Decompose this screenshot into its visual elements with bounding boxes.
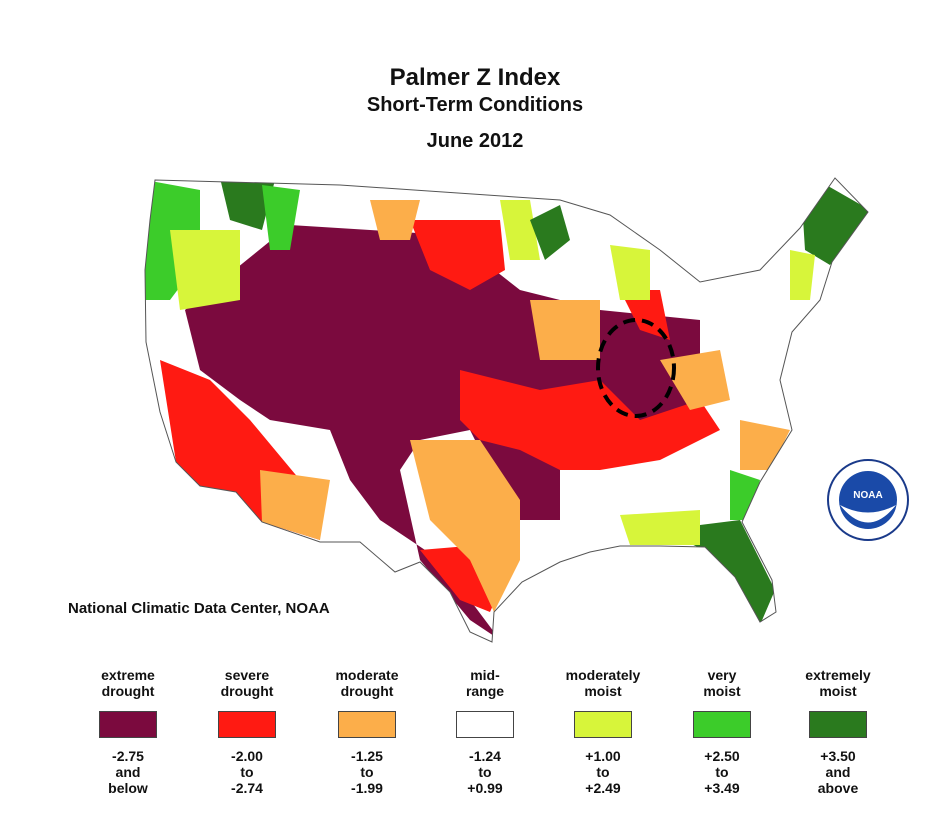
- legend-range-line: +3.50: [820, 748, 856, 764]
- legend-range-line: -2.75: [112, 748, 144, 764]
- legend-swatch: [574, 711, 632, 738]
- legend-range-line: and: [825, 764, 851, 780]
- legend-range-line: +3.49: [704, 780, 740, 796]
- legend-range: +2.50 to +3.49: [667, 748, 777, 796]
- us-outline: [144, 177, 869, 643]
- legend-range: -2.00 to -2.74: [192, 748, 302, 796]
- highlight-circle: [596, 318, 676, 418]
- legend-range-line: and: [115, 764, 141, 780]
- legend-swatch: [693, 711, 751, 738]
- legend-range-line: -1.25: [351, 748, 383, 764]
- title: Palmer Z Index: [389, 64, 561, 91]
- legend-label: moderate drought: [312, 667, 422, 699]
- legend-swatch: [99, 711, 157, 738]
- legend-item: extreme drought -2.75 and below: [73, 667, 183, 796]
- legend-label-line: extreme: [101, 667, 155, 683]
- legend-item: moderate drought -1.25 to -1.99: [312, 667, 422, 796]
- legend-label-line: severe: [224, 667, 270, 683]
- legend-label: severe drought: [192, 667, 302, 699]
- legend-range: +3.50 and above: [783, 748, 893, 796]
- legend-label: moderately moist: [548, 667, 658, 699]
- legend-range: -2.75 and below: [73, 748, 183, 796]
- legend-range-line: -1.99: [351, 780, 383, 796]
- legend-range: -1.25 to -1.99: [312, 748, 422, 796]
- subtitle: Short-Term Conditions: [366, 94, 584, 116]
- legend-item: severe drought -2.00 to -2.74: [192, 667, 302, 796]
- legend-label-line: drought: [340, 683, 394, 699]
- legend-range-line: to: [240, 764, 254, 780]
- legend-range-line: +1.00: [585, 748, 621, 764]
- legend-swatch: [809, 711, 867, 738]
- credit: National Climatic Data Center, NOAA: [68, 600, 330, 617]
- legend-range-line: -1.24: [469, 748, 501, 764]
- legend-range-line: to: [360, 764, 374, 780]
- legend-range-line: +2.50: [704, 748, 740, 764]
- noaa-logo: NOAA: [827, 459, 909, 541]
- legend-label-line: mid-: [470, 667, 500, 683]
- legend-range: +1.00 to +2.49: [548, 748, 658, 796]
- legend-label-line: range: [465, 683, 505, 699]
- legend-swatch: [338, 711, 396, 738]
- legend-label: extreme drought: [73, 667, 183, 699]
- legend-range-line: below: [108, 780, 148, 796]
- legend-label: extremely moist: [783, 667, 893, 699]
- legend-label-line: drought: [220, 683, 274, 699]
- legend-range-line: to: [478, 764, 492, 780]
- legend-range: -1.24 to +0.99: [430, 748, 540, 796]
- logo-text: NOAA: [853, 490, 882, 501]
- legend-label-line: extremely: [805, 667, 871, 683]
- legend-item: very moist +2.50 to +3.49: [667, 667, 777, 796]
- legend-range-line: -2.74: [231, 780, 263, 796]
- legend-label: mid-range: [430, 667, 540, 699]
- legend-range-line: +2.49: [585, 780, 621, 796]
- legend-item: extremely moist +3.50 and above: [783, 667, 893, 796]
- legend-swatch: [218, 711, 276, 738]
- legend-label: very moist: [667, 667, 777, 699]
- legend-label-line: moist: [819, 683, 857, 699]
- legend-label-line: moderate: [335, 667, 399, 683]
- legend-label-line: moist: [703, 683, 741, 699]
- map-regions: [145, 178, 868, 642]
- legend-item: mid-range -1.24 to +0.99: [430, 667, 540, 796]
- legend-range-line: above: [817, 780, 859, 796]
- legend-range-line: to: [715, 764, 729, 780]
- legend-item: moderately moist +1.00 to +2.49: [548, 667, 658, 796]
- legend-range-line: to: [596, 764, 610, 780]
- legend-label-line: drought: [101, 683, 155, 699]
- date: June 2012: [426, 130, 524, 152]
- legend-label-line: moist: [584, 683, 622, 699]
- legend-range-line: -2.00: [231, 748, 263, 764]
- legend-range-line: +0.99: [467, 780, 503, 796]
- legend-label-line: moderately: [565, 667, 641, 683]
- legend-label-line: very: [707, 667, 737, 683]
- legend-swatch: [456, 711, 514, 738]
